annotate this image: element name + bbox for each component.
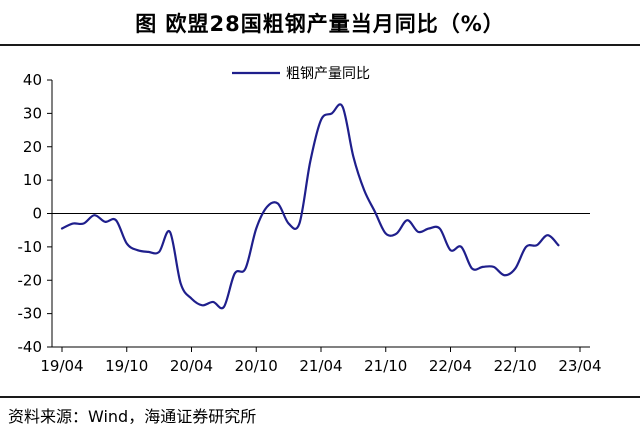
data-point bbox=[277, 202, 279, 204]
data-point bbox=[104, 221, 106, 223]
data-point bbox=[147, 251, 149, 253]
source-divider bbox=[0, 396, 640, 398]
x-tick-label: 20/10 bbox=[235, 357, 278, 375]
data-point bbox=[93, 214, 95, 216]
data-point bbox=[492, 266, 494, 268]
data-point bbox=[525, 246, 527, 248]
y-axis-ticks: 40 30 20 10 0 -10 -20 -30 -40 bbox=[18, 71, 52, 356]
x-tick-label: 21/04 bbox=[299, 357, 342, 375]
x-tick-label: 22/04 bbox=[429, 357, 472, 375]
y-tick-label: -30 bbox=[18, 305, 43, 323]
x-axis-ticks: 19/04 19/10 20/04 20/10 21/04 21/10 22/04 22/10… bbox=[40, 347, 602, 375]
data-point bbox=[180, 282, 182, 284]
data-point bbox=[287, 222, 289, 224]
data-point bbox=[190, 297, 192, 299]
data-point bbox=[72, 222, 74, 224]
data-point bbox=[82, 222, 84, 224]
data-point bbox=[223, 306, 225, 308]
data-point bbox=[233, 272, 235, 274]
data-point bbox=[158, 251, 160, 253]
data-point bbox=[417, 231, 419, 233]
series-points bbox=[61, 106, 560, 309]
data-point bbox=[395, 232, 397, 234]
x-tick-label: 21/10 bbox=[364, 357, 407, 375]
y-tick-label: 10 bbox=[23, 171, 42, 189]
data-point bbox=[136, 249, 138, 251]
data-point bbox=[126, 242, 128, 244]
data-point bbox=[341, 106, 343, 108]
data-point bbox=[374, 211, 376, 213]
title-divider bbox=[0, 44, 640, 46]
data-point bbox=[255, 227, 257, 229]
line-chart: 40 30 20 10 0 -10 -20 -30 -40 19/04 19/10 20/04 20/… bbox=[18, 66, 602, 375]
data-point bbox=[266, 206, 268, 208]
x-tick-label: 20/04 bbox=[170, 357, 213, 375]
data-point bbox=[406, 219, 408, 221]
data-point bbox=[385, 232, 387, 234]
data-point bbox=[503, 274, 505, 276]
y-tick-label: -40 bbox=[18, 338, 43, 356]
data-point bbox=[331, 112, 333, 114]
data-point bbox=[471, 267, 473, 269]
x-tick-label: 19/04 bbox=[40, 357, 83, 375]
data-point bbox=[212, 301, 214, 303]
data-point bbox=[536, 244, 538, 246]
x-tick-label: 23/04 bbox=[558, 357, 601, 375]
data-point bbox=[428, 227, 430, 229]
data-point bbox=[352, 156, 354, 158]
data-point bbox=[298, 222, 300, 224]
data-point bbox=[320, 119, 322, 121]
data-point bbox=[482, 266, 484, 268]
data-point bbox=[557, 244, 559, 246]
y-tick-label: -20 bbox=[18, 271, 43, 289]
y-tick-label: 30 bbox=[23, 104, 42, 122]
y-tick-label: 20 bbox=[23, 138, 42, 156]
series-line bbox=[60, 103, 560, 310]
data-point bbox=[449, 249, 451, 251]
legend: 粗钢产量同比 bbox=[232, 66, 370, 82]
data-point bbox=[201, 304, 203, 306]
data-point bbox=[115, 219, 117, 221]
chart-title: 图 欧盟28国粗钢产量当月同比（%） bbox=[135, 12, 505, 36]
data-point bbox=[244, 267, 246, 269]
source-note: 资料来源：Wind，海通证券研究所 bbox=[8, 407, 257, 426]
data-point bbox=[439, 227, 441, 229]
data-point bbox=[460, 246, 462, 248]
data-point bbox=[546, 234, 548, 236]
x-tick-label: 22/10 bbox=[494, 357, 537, 375]
data-point bbox=[309, 161, 311, 163]
data-point bbox=[363, 189, 365, 191]
y-tick-label: 0 bbox=[32, 205, 42, 223]
y-tick-label: -10 bbox=[18, 238, 43, 256]
data-point bbox=[61, 227, 63, 229]
data-point bbox=[514, 267, 516, 269]
data-point bbox=[169, 231, 171, 233]
y-tick-label: 40 bbox=[23, 71, 42, 89]
x-tick-label: 19/10 bbox=[105, 357, 148, 375]
legend-label: 粗钢产量同比 bbox=[286, 66, 370, 82]
